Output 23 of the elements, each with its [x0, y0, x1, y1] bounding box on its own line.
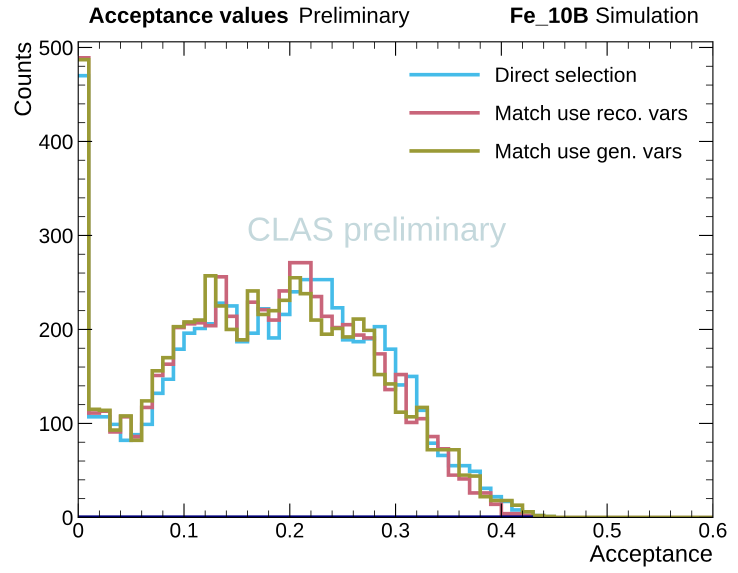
x-tick-label: 0.1 — [170, 522, 198, 538]
y-tick-label: 100 — [40, 416, 73, 432]
text: Simulation — [596, 6, 698, 24]
y-tick-label: 500 — [39, 40, 73, 56]
text: Fe_10B — [511, 7, 588, 26]
chart-title: Acceptance values — [89, 6, 288, 28]
y-axis-title: Counts — [14, 42, 32, 116]
x-tick-label: 0.6 — [699, 522, 726, 538]
chart-subtitle: Preliminary — [300, 6, 410, 28]
y-tick-label: 200 — [40, 322, 73, 338]
x-tick-label: 0.2 — [276, 522, 304, 538]
y-tick-label: 400 — [39, 134, 73, 150]
annotation: CLAS preliminary — [248, 216, 506, 248]
x-tick-label: 0.3 — [382, 522, 410, 538]
legend-label: Match use gen. vars — [496, 143, 682, 163]
y-tick-label: 0 — [62, 510, 73, 526]
legend-label: Direct selection — [496, 66, 636, 82]
y-tick-label: 300 — [39, 228, 73, 244]
legend-label: Match use reco. vars — [496, 105, 688, 120]
x-tick-label: 0 — [73, 522, 84, 538]
x-tick-label: 0.4 — [488, 522, 516, 538]
x-tick-label: 0.5 — [593, 522, 621, 538]
x-axis-title: Acceptance — [590, 545, 712, 566]
